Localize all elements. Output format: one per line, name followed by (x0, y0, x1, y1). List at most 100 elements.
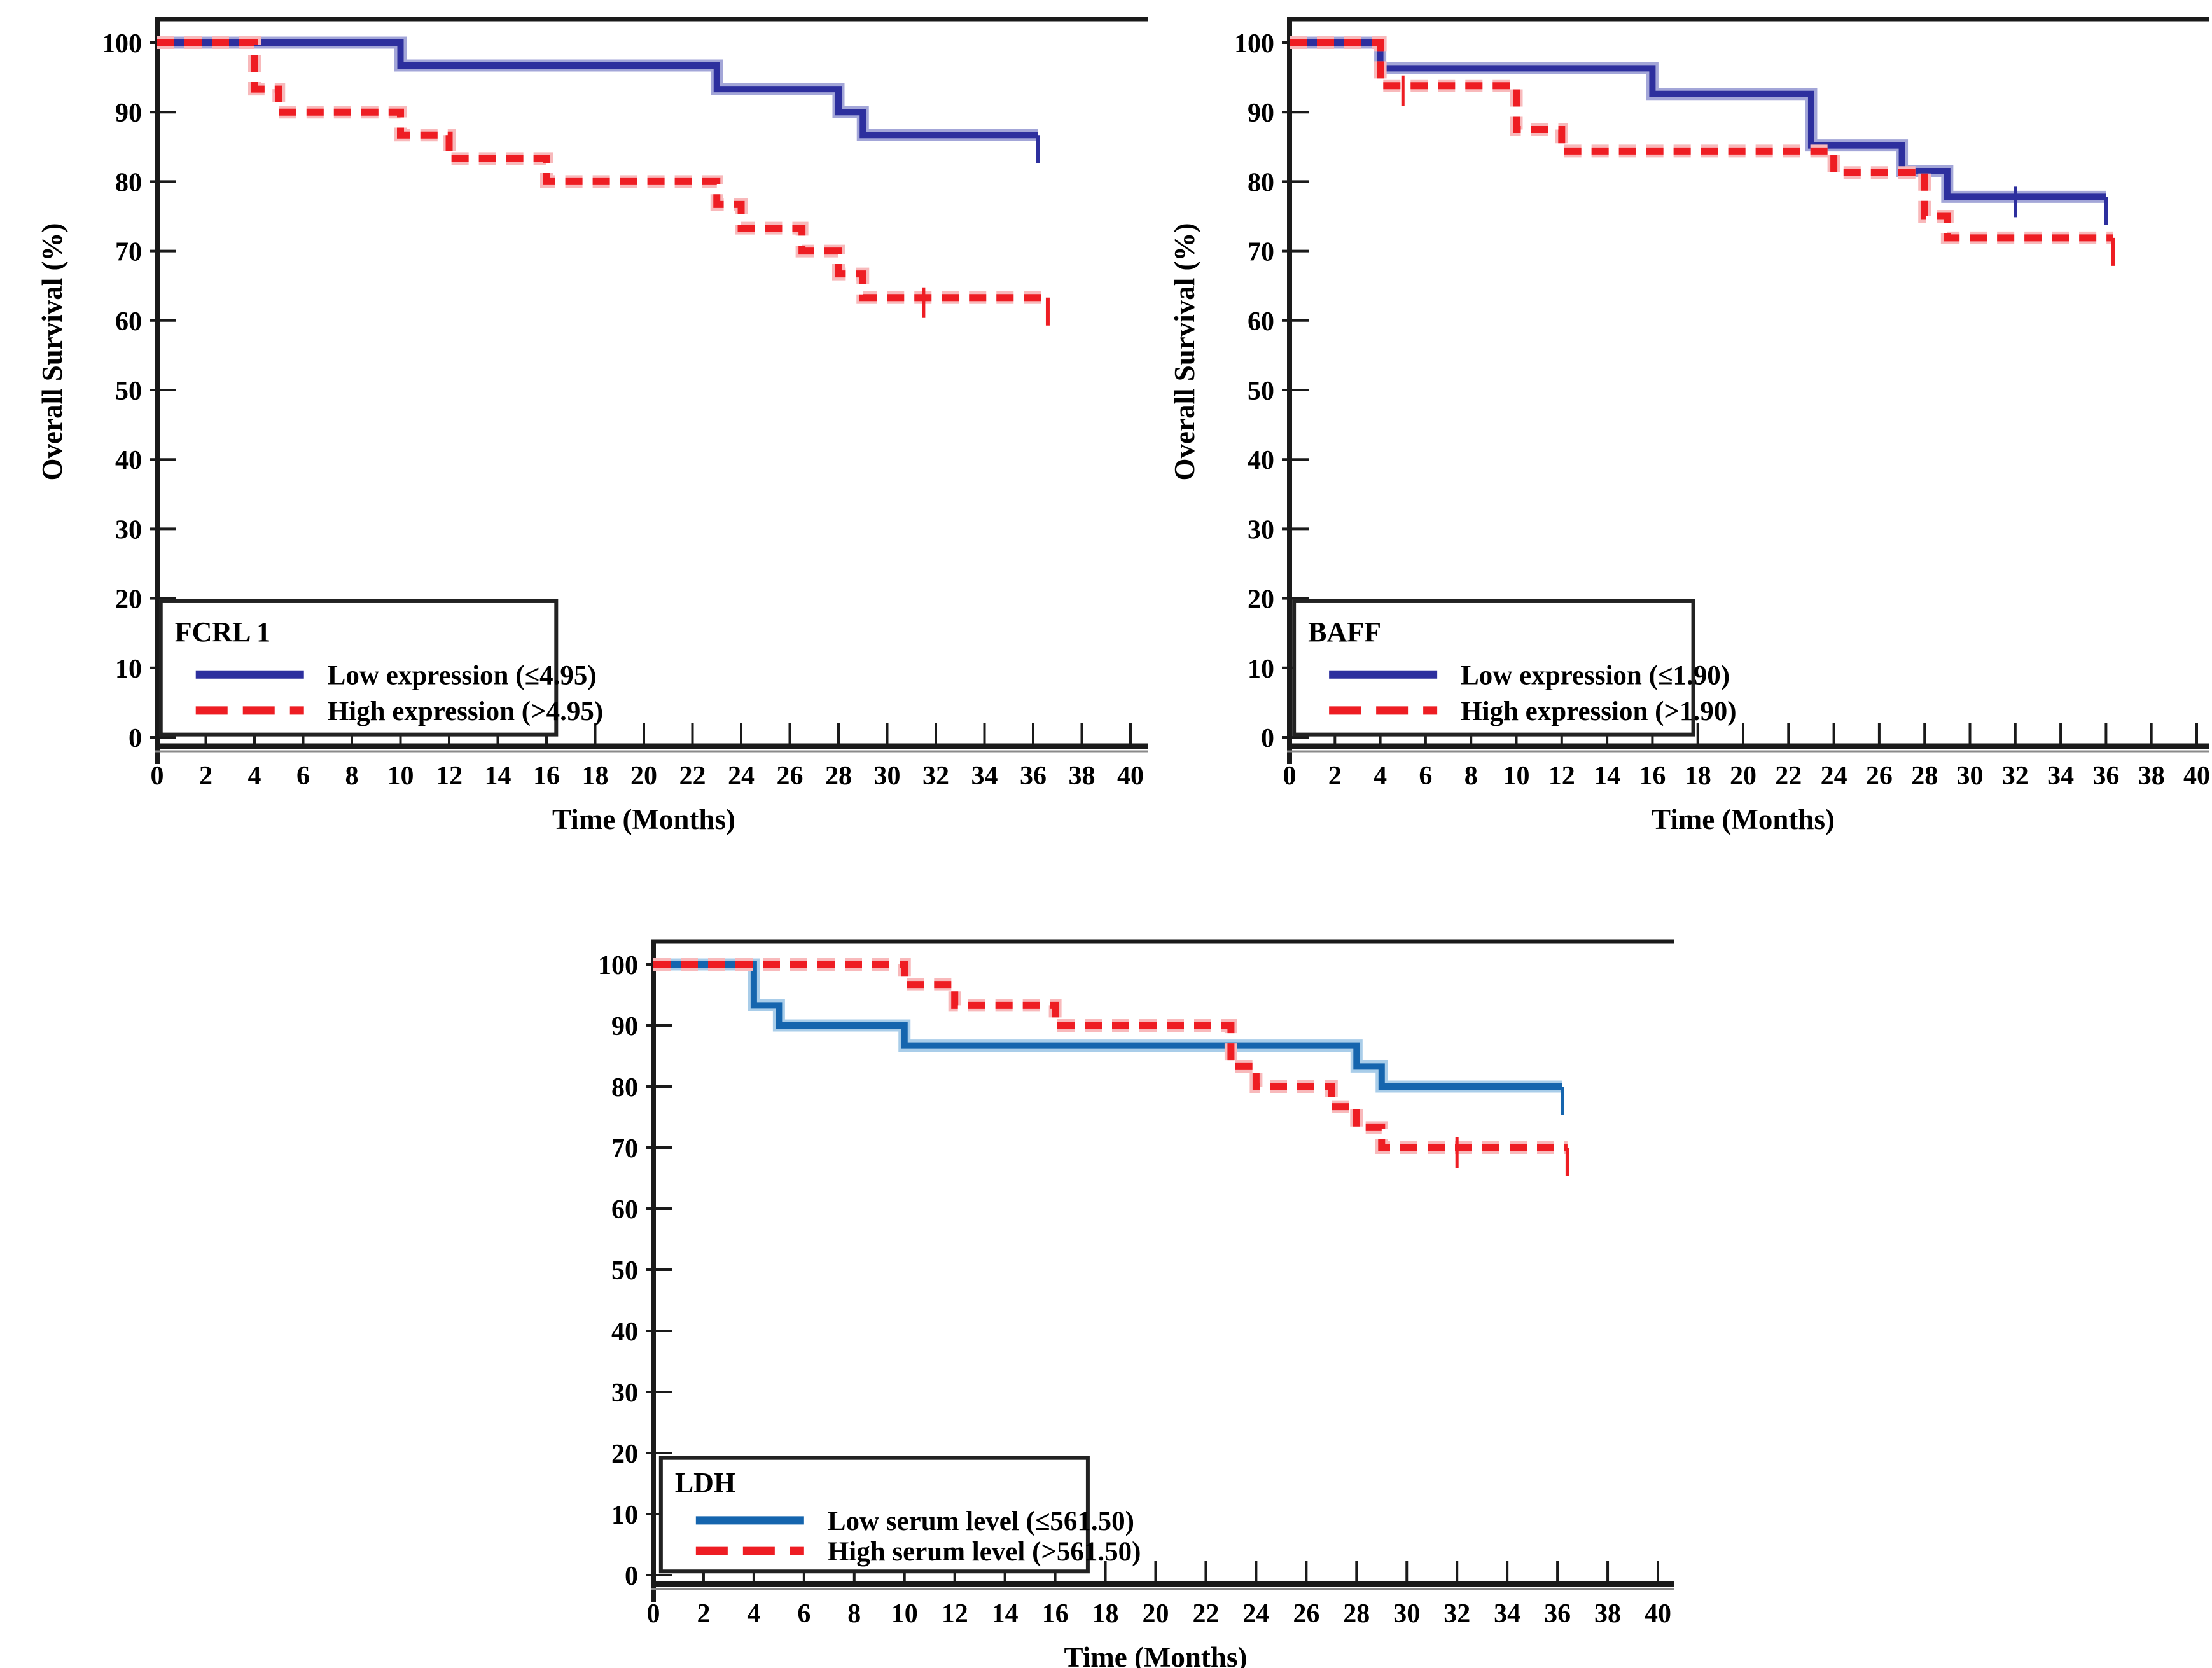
baff-xtick-10: 10 (1503, 761, 1530, 791)
baff-ytick-10: 10 (1248, 655, 1274, 684)
fcrl1-ytick-90: 90 (115, 99, 142, 128)
fcrl1-xtick-16: 16 (533, 761, 560, 791)
ldh-xtick-36: 36 (1544, 1599, 1571, 1629)
ldh-xtick-30: 30 (1393, 1599, 1420, 1629)
ldh-high-line (653, 961, 1568, 1151)
fcrl1-ytick-70: 70 (115, 238, 142, 267)
ldh-low-line (653, 961, 1562, 1090)
fcrl1-ytick-60: 60 (115, 307, 142, 337)
fcrl1-xtick-14: 14 (485, 761, 511, 791)
baff-xtick-16: 16 (1639, 761, 1666, 791)
fcrl1-ytick-40: 40 (115, 446, 142, 475)
baff-xtick-0: 0 (1283, 761, 1297, 791)
fcrl1-xtick-36: 36 (1020, 761, 1047, 791)
fcrl1-ytick-0: 0 (129, 724, 142, 753)
fcrl1-legend-title: FCRL 1 (175, 616, 270, 648)
ldh-high-series (653, 958, 1569, 1176)
fcrl1-xtick-20: 20 (630, 761, 657, 791)
ldh-ytick-80: 80 (611, 1073, 638, 1102)
baff-ylabel: Overall Survival (%) (1169, 223, 1200, 481)
fcrl1-low-line (157, 39, 1038, 139)
ldh-xtick-8: 8 (847, 1599, 861, 1629)
baff-ytick-100: 100 (1234, 29, 1274, 59)
baff-ytick-50: 50 (1248, 377, 1274, 406)
fcrl1-high-line (157, 39, 1048, 302)
baff-high-series (1290, 36, 2115, 266)
ldh-ytick-60: 60 (611, 1195, 638, 1225)
ldh-km-chart: 0 10 20 30 40 50 60 70 80 90 100 0 2 4 6 8 10 12 14 16 18 20 2… (573, 916, 1692, 1668)
ldh-xtick-10: 10 (891, 1599, 918, 1629)
fcrl1-xtick-32: 32 (922, 761, 949, 791)
baff-ytick-60: 60 (1248, 307, 1274, 337)
baff-legend: BAFF Low expression (≤1.90) High expressio… (1292, 599, 1737, 737)
ldh-ytick-30: 30 (611, 1379, 638, 1408)
ldh-xtick-16: 16 (1042, 1599, 1069, 1629)
fcrl1-xtick-4: 4 (248, 761, 261, 791)
fcrl1-high-halo (157, 36, 1048, 304)
fcrl1-ytick-10: 10 (115, 655, 142, 684)
fcrl1-xtick-2: 2 (199, 761, 212, 791)
ldh-xtick-28: 28 (1343, 1599, 1370, 1629)
ldh-legend: LDH Low serum level (≤561.50)High serum l… (658, 1456, 1141, 1574)
baff-xtick-24: 24 (1821, 761, 1847, 791)
baff-xtick-6: 6 (1419, 761, 1432, 791)
fcrl1-xtick-8: 8 (345, 761, 359, 791)
baff-ytick-90: 90 (1248, 99, 1274, 128)
baff-xtick-34: 34 (2047, 761, 2074, 791)
fcrl1-legend: FCRL 1 Low expression (≤4.95) High express… (158, 599, 603, 737)
baff-low-series (1290, 36, 2108, 225)
ldh-xtick-40: 40 (1645, 1599, 1671, 1629)
ldh-xtick-32: 32 (1443, 1599, 1470, 1629)
baff-low-line (1290, 39, 2106, 200)
baff-xtick-14: 14 (1594, 761, 1620, 791)
baff-xtick-12: 12 (1548, 761, 1575, 791)
ldh-xtick-24: 24 (1242, 1599, 1269, 1629)
fcrl1-xtick-6: 6 (296, 761, 310, 791)
ldh-xtick-34: 34 (1494, 1599, 1520, 1629)
baff-ytick-30: 30 (1248, 515, 1274, 545)
baff-legend-title: BAFF (1308, 616, 1381, 648)
fcrl1-ylabel: Overall Survival (%) (36, 223, 68, 481)
fcrl1-xtick-28: 28 (825, 761, 852, 791)
fcrl1-low-halo (157, 36, 1038, 141)
ldh-xlabel: Time (Months) (1064, 1641, 1248, 1668)
baff-xtick-22: 22 (1775, 761, 1802, 791)
fcrl1-xtick-18: 18 (582, 761, 609, 791)
baff-xtick-8: 8 (1464, 761, 1478, 791)
fcrl1-xtick-30: 30 (874, 761, 901, 791)
fcrl1-km-chart: 0 10 20 30 40 50 60 70 80 90 100 0 2 4 6 8 10 12 14 16 18 20 2… (0, 0, 1177, 910)
ldh-xtick-26: 26 (1293, 1599, 1319, 1629)
ldh-xtick-6: 6 (797, 1599, 810, 1629)
fcrl1-ytick-50: 50 (115, 377, 142, 406)
fcrl1-ytick-80: 80 (115, 168, 142, 197)
fcrl1-ytick-100: 100 (102, 29, 142, 59)
baff-ytick-40: 40 (1248, 446, 1274, 475)
fcrl1-xtick-34: 34 (971, 761, 998, 791)
baff-xtick-26: 26 (1866, 761, 1893, 791)
baff-xtick-28: 28 (1911, 761, 1938, 791)
ldh-high-halo (653, 958, 1568, 1154)
baff-xtick-32: 32 (2002, 761, 2029, 791)
fcrl1-xtick-40: 40 (1117, 761, 1144, 791)
baff-xtick-20: 20 (1730, 761, 1756, 791)
ldh-ytick-90: 90 (611, 1012, 638, 1041)
fcrl1-legend-label-low: Low expression (≤4.95) (328, 660, 597, 690)
baff-xtick-38: 38 (2138, 761, 2165, 791)
fcrl1-xtick-24: 24 (728, 761, 755, 791)
fcrl1-xtick-12: 12 (436, 761, 463, 791)
fcrl1-xtick-0: 0 (151, 761, 164, 791)
baff-xtick-36: 36 (2092, 761, 2119, 791)
fcrl1-xtick-26: 26 (777, 761, 803, 791)
baff-xtick-30: 30 (1957, 761, 1984, 791)
baff-legend-label-high: High expression (>1.90) (1461, 697, 1736, 726)
ldh-xtick-0: 0 (647, 1599, 660, 1629)
baff-xtick-40: 40 (2183, 761, 2210, 791)
ldh-ytick-0: 0 (625, 1562, 638, 1591)
fcrl1-high-series (157, 36, 1050, 326)
